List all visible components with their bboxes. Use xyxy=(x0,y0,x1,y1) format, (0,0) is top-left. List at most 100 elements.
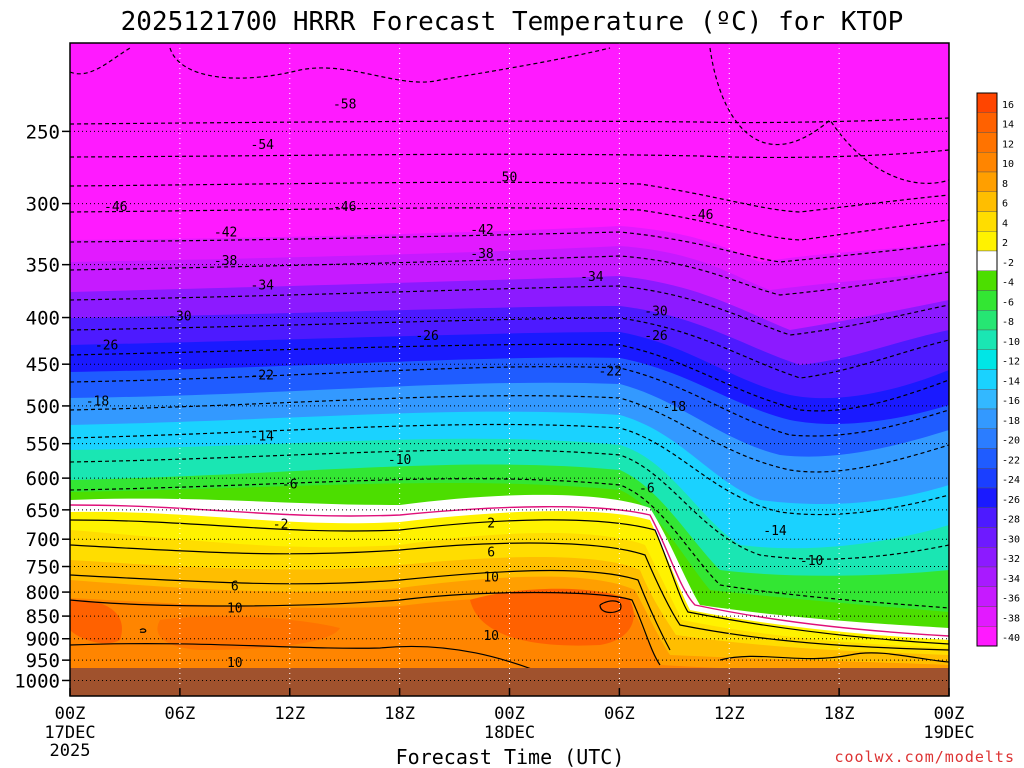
contour-label: -6 xyxy=(639,481,655,496)
colorbar-label: -40 xyxy=(1002,633,1020,644)
y-tick-label: 300 xyxy=(26,194,60,216)
contour-label: -38 xyxy=(470,247,493,262)
contour-label: -46 xyxy=(690,208,713,223)
colorbar-label: 2 xyxy=(1002,238,1008,249)
colorbar-label: -26 xyxy=(1002,495,1020,506)
y-tick-label: 850 xyxy=(26,606,60,628)
y-tick-label: 350 xyxy=(26,255,60,277)
colorbar-swatch xyxy=(976,132,998,153)
contour-label: -58 xyxy=(333,97,356,112)
contour-label: 2 xyxy=(487,516,495,531)
x-tick-label: 00Z xyxy=(494,704,525,724)
warm-pocket-right xyxy=(470,588,634,646)
contour-label: -30 xyxy=(644,305,667,320)
colorbar-label: -34 xyxy=(1002,574,1020,585)
contour-label: -34 xyxy=(251,279,275,294)
colorbar-label: -16 xyxy=(1002,396,1020,407)
x-tick-date: 17DEC xyxy=(44,723,95,743)
x-tick-date: 18DEC xyxy=(484,723,535,743)
contour-label: 50 xyxy=(502,170,518,185)
x-tick-label: 18Z xyxy=(384,704,415,724)
x-tick-label: 12Z xyxy=(274,704,305,724)
colorbar-label: 16 xyxy=(1002,100,1014,111)
colorbar-label: 12 xyxy=(1002,139,1014,150)
dashed-contours xyxy=(70,47,949,609)
y-tick-label: 700 xyxy=(26,529,60,551)
contour-label: -10 xyxy=(388,453,411,468)
contour-label: -26 xyxy=(415,329,438,344)
colorbar-label: 6 xyxy=(1002,199,1008,210)
colorbar-label: -8 xyxy=(1002,317,1014,328)
x-tick-date: 19DEC xyxy=(923,723,974,743)
contour-label: -6 xyxy=(282,477,298,492)
contour-label: -46 xyxy=(333,200,356,215)
contour-label: -26 xyxy=(644,329,667,344)
contour-label: 10 xyxy=(227,656,243,671)
colorbar-label: 14 xyxy=(1002,120,1014,131)
x-tick-label: 18Z xyxy=(824,704,855,724)
solid-contours xyxy=(70,519,949,673)
colorbar-label: 8 xyxy=(1002,179,1008,190)
contour-label: -2 xyxy=(273,518,289,533)
colorbar-label: -12 xyxy=(1002,357,1020,368)
colorbar-swatch xyxy=(976,270,998,291)
y-tick-label: 900 xyxy=(26,629,60,651)
contour-label: 6 xyxy=(231,580,239,595)
colorbar-swatch xyxy=(976,112,998,133)
colorbar-label: -10 xyxy=(1002,337,1020,348)
contour-label: -30 xyxy=(168,310,191,325)
colorbar-swatch xyxy=(976,191,998,212)
contour-label: 10 xyxy=(483,629,499,644)
y-tick-label: 500 xyxy=(26,396,60,418)
colorbar-swatch xyxy=(976,527,998,548)
colorbar-label: 10 xyxy=(1002,159,1014,170)
colorbar-label: 4 xyxy=(1002,218,1008,229)
x-tick-label: 06Z xyxy=(604,704,635,724)
contour-label: 10 xyxy=(227,602,243,617)
colorbar-swatch xyxy=(976,626,998,647)
x-tick-year: 2025 xyxy=(50,741,91,761)
y-tick-label: 400 xyxy=(26,308,60,330)
contour-label: 6 xyxy=(487,545,495,560)
y-tick-label: 250 xyxy=(26,121,60,143)
colorbar-label: -32 xyxy=(1002,554,1020,565)
colorbar-label: -6 xyxy=(1002,297,1014,308)
colorbar-swatch xyxy=(976,408,998,429)
plot-area: -58 -54 50 -46 -46 -46 -42 -42 -38 -38 -34 -34 -30 -3… xyxy=(70,43,949,696)
colorbar-swatch xyxy=(976,349,998,370)
y-tick-label: 800 xyxy=(26,582,60,604)
contour-label: -18 xyxy=(86,394,109,409)
colorbar-swatch xyxy=(976,310,998,331)
colorbar-swatch xyxy=(976,211,998,232)
colorbar-label: -20 xyxy=(1002,436,1020,447)
colorbar-label: -22 xyxy=(1002,455,1020,466)
colorbar-label: -28 xyxy=(1002,515,1020,526)
contour-label: -10 xyxy=(800,554,823,569)
contour-label: -34 xyxy=(580,270,604,285)
contour-label: -22 xyxy=(251,369,274,384)
x-tick-label: 12Z xyxy=(714,704,745,724)
colorbar-swatch xyxy=(976,92,998,113)
contour-label: -42 xyxy=(470,223,493,238)
colorbar-label: -38 xyxy=(1002,613,1020,624)
y-tick-label: 450 xyxy=(26,354,60,376)
colorbar-swatch xyxy=(976,487,998,508)
x-axis-label: Forecast Time (UTC) xyxy=(396,745,625,768)
contour-label: -54 xyxy=(251,138,275,153)
colorbar-label: -14 xyxy=(1002,376,1020,387)
colorbar-swatch xyxy=(976,250,998,271)
colorbar-label: -4 xyxy=(1002,278,1014,289)
y-tick-label: 550 xyxy=(26,434,60,456)
colorbar-swatch xyxy=(976,231,998,252)
warm-pocket-left xyxy=(70,599,122,644)
colorbar-swatch xyxy=(976,586,998,607)
contour-label: -14 xyxy=(251,430,275,445)
colorbar-swatch xyxy=(976,507,998,528)
colorbar-swatch xyxy=(976,152,998,173)
colorbar-label: -30 xyxy=(1002,534,1020,545)
colorbar-swatch xyxy=(976,428,998,449)
chart-title: 2025121700 HRRR Forecast Temperature (ºC… xyxy=(121,7,904,37)
x-tick-label: 06Z xyxy=(165,704,196,724)
contour-label: -38 xyxy=(214,254,237,269)
colorbar-swatch xyxy=(976,369,998,390)
